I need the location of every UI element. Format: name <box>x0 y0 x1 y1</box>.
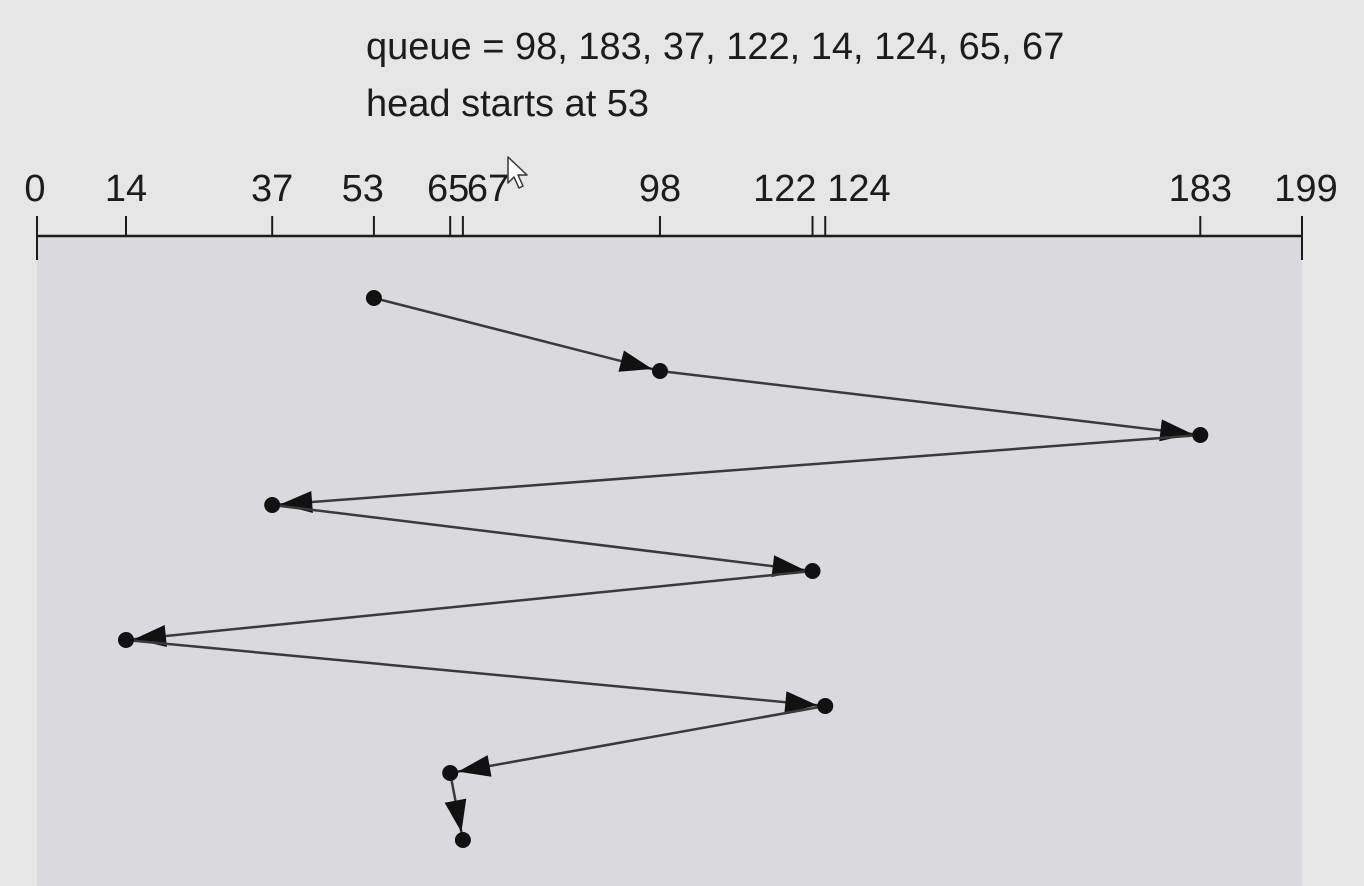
axis-tick-label: 183 <box>1169 168 1232 210</box>
request-point <box>804 563 821 579</box>
path-segment <box>125 569 813 642</box>
arrowhead <box>444 798 467 833</box>
path-segment <box>449 704 826 775</box>
request-point <box>454 832 471 848</box>
axis-tick-label: 124 <box>827 168 890 210</box>
mouse-pointer-icon <box>507 156 528 189</box>
path-segment <box>659 369 1201 437</box>
arrowhead <box>618 350 653 372</box>
plot-area <box>37 236 1302 886</box>
axis-tick-label: 122 <box>753 168 816 210</box>
axis-tick-label: 98 <box>639 168 681 210</box>
path-segment <box>272 503 813 573</box>
queue-caption: queue = 98, 183, 37, 122, 14, 124, 65, 6… <box>366 26 1065 68</box>
axis-tick-label: 0 <box>24 168 45 210</box>
request-point <box>365 290 382 306</box>
arrowhead <box>458 755 492 777</box>
axis-tick-label: 37 <box>251 168 293 210</box>
axis-tick-label: 199 <box>1274 168 1337 210</box>
request-point <box>651 363 668 379</box>
axis-tick-label: 14 <box>105 168 147 210</box>
request-points <box>117 290 1209 848</box>
path-segment <box>373 296 661 373</box>
head-start-caption: head starts at 53 <box>366 83 650 125</box>
axis-tick-label: 67 <box>467 168 509 210</box>
axis-tick-label: 65 <box>427 168 469 210</box>
request-point <box>442 765 459 781</box>
axis-tick-label: 53 <box>342 168 384 210</box>
request-point <box>1192 427 1209 443</box>
request-point <box>264 497 281 513</box>
arrowhead <box>280 491 313 513</box>
head-movement-path <box>125 296 1201 841</box>
request-point <box>817 698 834 714</box>
arrowhead <box>784 691 818 714</box>
request-point <box>117 632 134 648</box>
arrowhead <box>133 625 167 647</box>
axis-ticks <box>36 216 1303 260</box>
path-segment <box>125 638 826 708</box>
path-segment <box>272 433 1201 507</box>
